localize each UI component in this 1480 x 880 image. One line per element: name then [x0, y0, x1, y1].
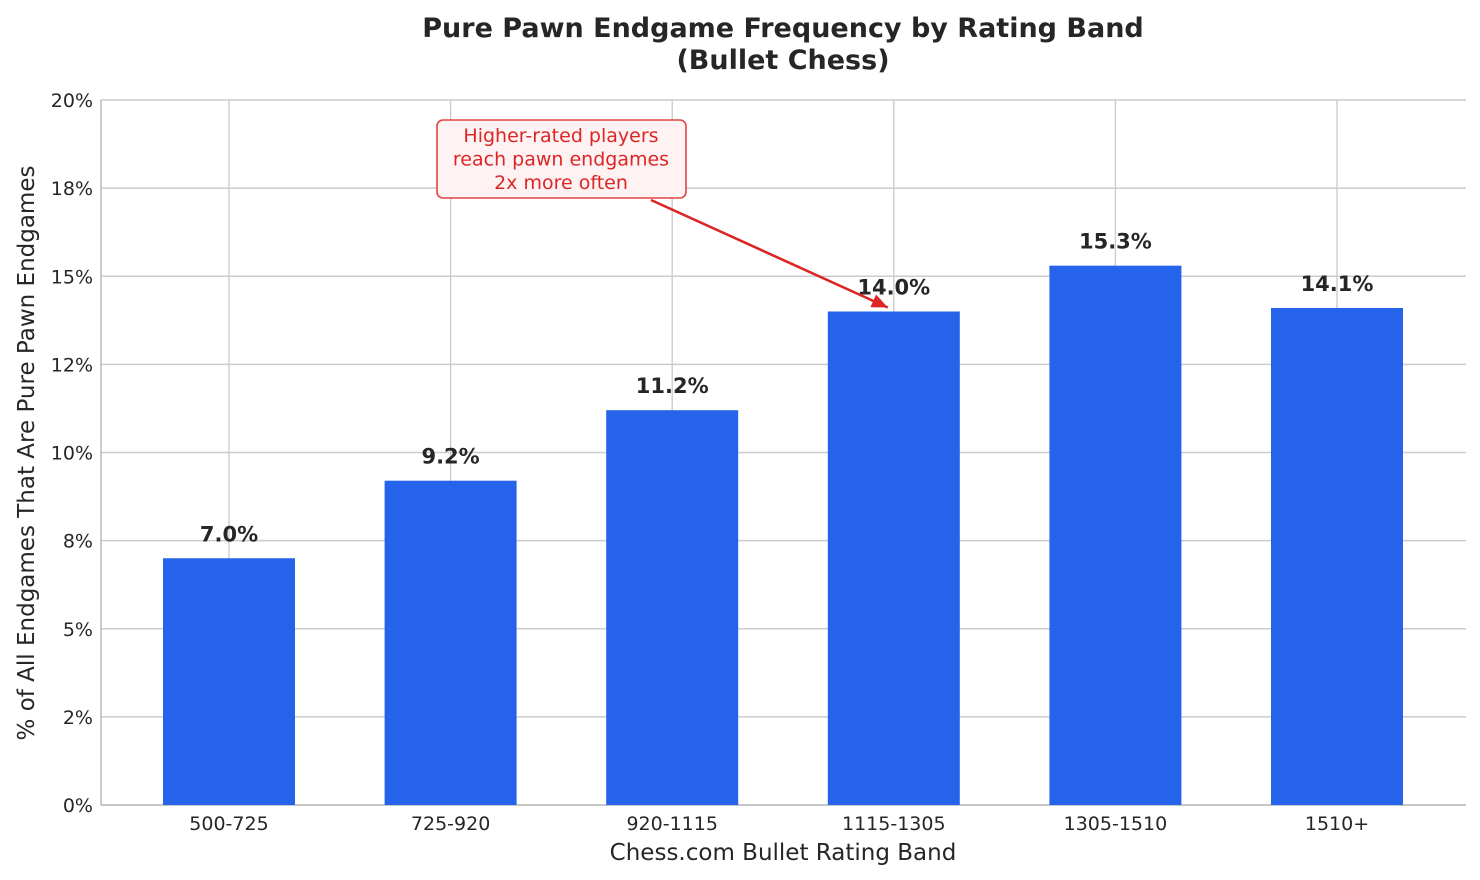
- annotation-text: reach pawn endgames: [453, 149, 669, 171]
- bar: [384, 480, 517, 805]
- bar: [606, 410, 739, 805]
- bar: [1271, 307, 1403, 805]
- annotation-arrowhead: [870, 294, 888, 308]
- bar-value-label: 14.0%: [857, 276, 930, 300]
- annotation-arrow: [650, 198, 889, 309]
- chart-title: Pure Pawn Endgame Frequency by Rating Ba…: [422, 13, 1144, 44]
- bar-value-label: 15.3%: [1079, 230, 1152, 254]
- x-tick-label: 1510+: [1305, 813, 1369, 835]
- x-tick-label: 1305-1510: [1064, 813, 1168, 835]
- y-tick-label: 8%: [63, 531, 93, 553]
- y-tick-label: 12%: [51, 354, 93, 376]
- bar-value-label: 14.1%: [1301, 272, 1374, 296]
- y-tick-label: 10%: [51, 443, 93, 465]
- y-tick-label: 15%: [51, 266, 93, 288]
- y-tick-label: 0%: [63, 795, 93, 817]
- x-axis-label: Chess.com Bullet Rating Band: [610, 840, 957, 866]
- x-tick-label: 920-1115: [626, 813, 717, 835]
- bar: [1049, 265, 1182, 805]
- bar: [163, 558, 295, 805]
- y-tick-label: 20%: [51, 90, 93, 112]
- x-tick-label: 1115-1305: [842, 813, 946, 835]
- bar-value-label: 7.0%: [200, 522, 258, 546]
- bar-value-label: 11.2%: [636, 374, 709, 398]
- x-tick-label: 725-920: [411, 813, 490, 835]
- chart-title: (Bullet Chess): [676, 45, 889, 76]
- bar-value-label: 9.2%: [421, 445, 479, 469]
- x-tick-label: 500-725: [189, 813, 268, 835]
- annotation-text: Higher-rated players: [463, 125, 658, 147]
- annotation-text: 2x more often: [494, 172, 628, 194]
- annotation-box: [436, 119, 687, 199]
- y-tick-label: 5%: [63, 619, 93, 641]
- y-tick-label: 18%: [51, 178, 93, 200]
- y-axis-label: % of All Endgames That Are Pure Pawn End…: [14, 166, 40, 741]
- y-tick-label: 2%: [63, 707, 93, 729]
- bar: [827, 311, 960, 805]
